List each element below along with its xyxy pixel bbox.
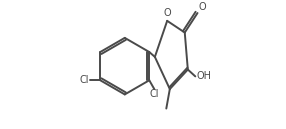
Text: OH: OH xyxy=(196,71,212,81)
Text: Cl: Cl xyxy=(150,89,159,99)
Text: O: O xyxy=(163,8,171,18)
Text: O: O xyxy=(199,2,206,12)
Text: Cl: Cl xyxy=(80,75,89,85)
